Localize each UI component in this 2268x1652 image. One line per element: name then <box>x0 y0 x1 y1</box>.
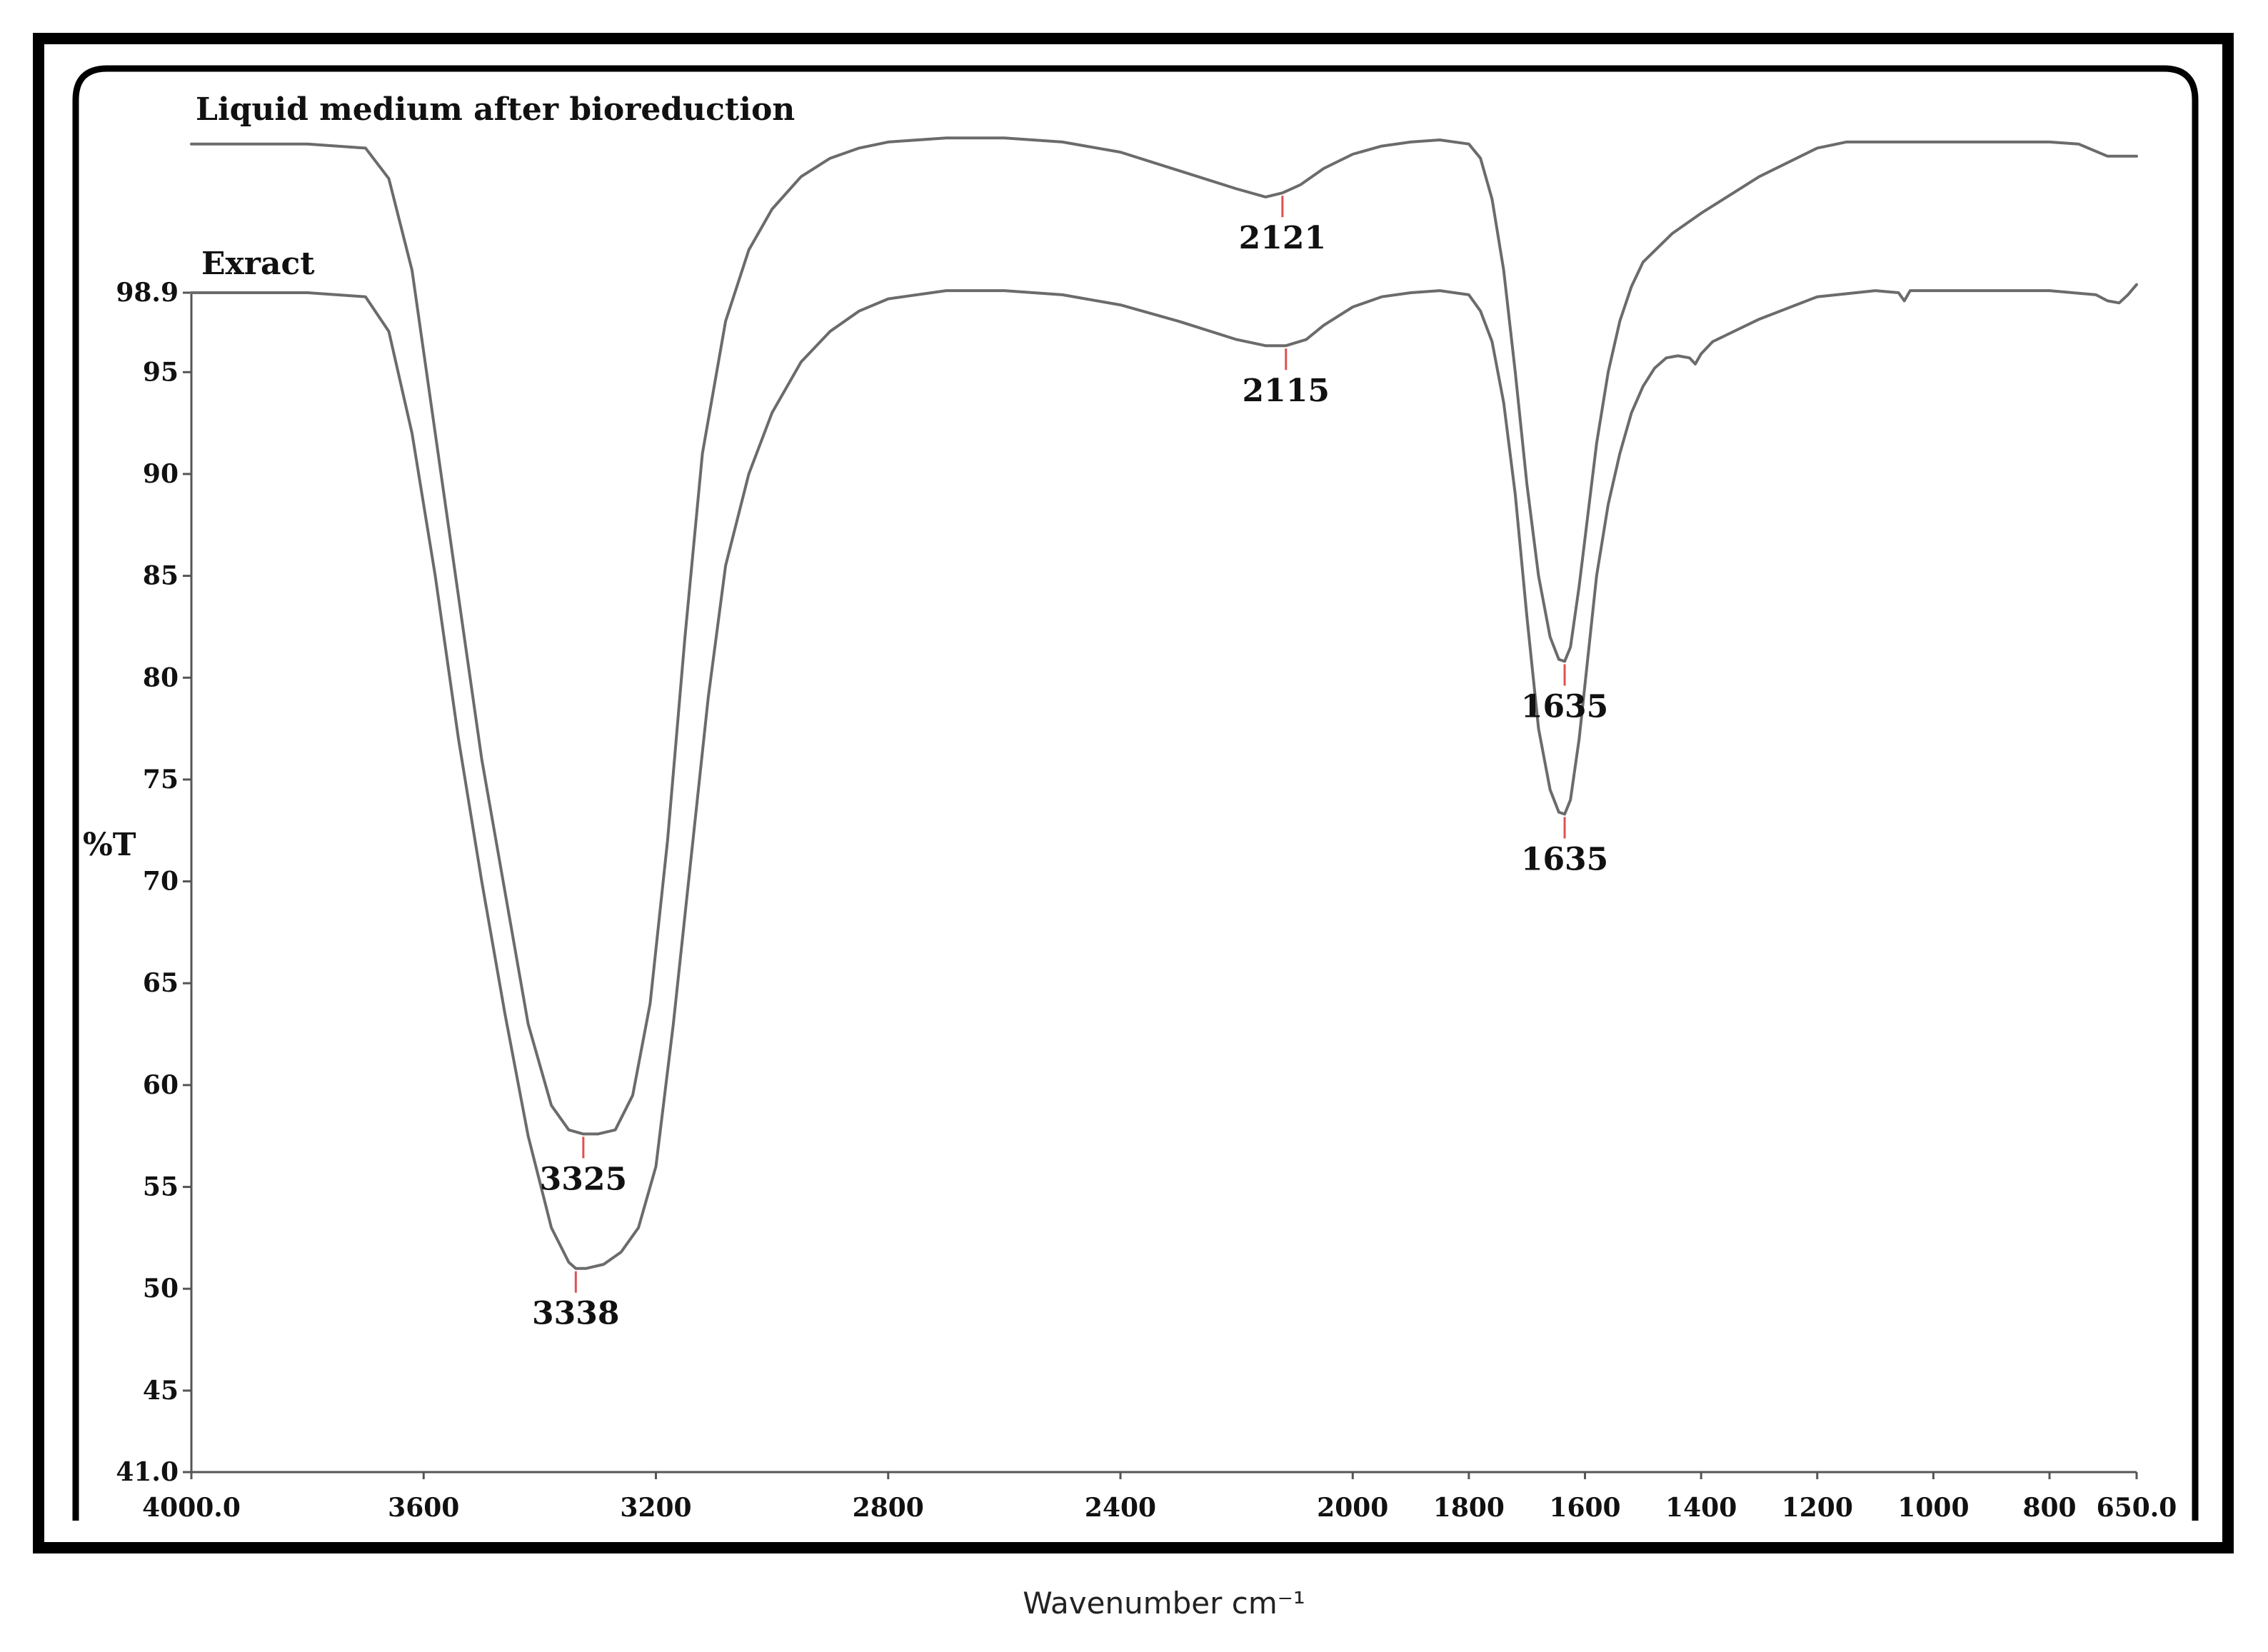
y-tick-label: 95 <box>143 357 179 387</box>
outer-frame <box>33 33 2234 1553</box>
y-tick-label: 60 <box>143 1070 179 1100</box>
y-tick-label: 45 <box>143 1376 179 1406</box>
y-axis-ticks: 98.9 95 90 85 80 75 70 65 60 55 50 45 41.0 <box>116 278 191 1487</box>
x-tick-label: 4000.0 <box>142 1493 241 1523</box>
x-tick-label: 1800 <box>1433 1493 1505 1523</box>
x-axis-label: Wavenumber cm⁻¹ <box>1023 1586 1305 1621</box>
inner-frame <box>72 65 2199 1521</box>
x-tick-label: 2800 <box>853 1493 924 1523</box>
y-axis-label: %T <box>83 827 136 863</box>
y-tick-label: 50 <box>143 1274 179 1304</box>
y-tick-label: 98.9 <box>116 278 179 308</box>
peak-label: 1635 <box>1521 841 1608 877</box>
peak-label: 3338 <box>532 1296 619 1332</box>
y-tick-label: 65 <box>143 968 179 998</box>
x-tick-label: 1400 <box>1665 1493 1737 1523</box>
x-tick-label: 1200 <box>1782 1493 1853 1523</box>
y-tick-label: 55 <box>143 1172 179 1202</box>
peak-label: 3325 <box>540 1161 627 1197</box>
y-tick-label: 80 <box>143 663 179 692</box>
x-tick-label: 3200 <box>620 1493 691 1523</box>
y-tick-label: 90 <box>143 459 179 489</box>
y-tick-label: 70 <box>143 867 179 897</box>
series-layer <box>190 136 2138 1270</box>
y-tick-label: 85 <box>143 561 179 591</box>
peak-annotations: 2121 2115 1635 1635 3325 3338 <box>532 196 1608 1332</box>
x-tick-label: 3600 <box>388 1493 459 1523</box>
x-tick-label: 1600 <box>1549 1493 1620 1523</box>
y-tick-label: 41.0 <box>116 1457 179 1487</box>
x-tick-label: 2400 <box>1085 1493 1156 1523</box>
x-tick-label: 1000 <box>1897 1493 1969 1523</box>
peak-label: 2121 <box>1239 220 1326 256</box>
x-tick-label: 650.0 <box>2097 1493 2177 1523</box>
x-axis-ticks: 4000.0 3600 3200 2800 2400 2000 1800 1600 1400 12… <box>142 1472 2177 1523</box>
series-label-liquid-medium: Liquid medium after bioreduction <box>196 91 795 128</box>
series-label-exract: Exract <box>201 246 315 282</box>
series-line-liquid-medium <box>190 136 2138 1136</box>
series-line-exract <box>190 283 2138 1270</box>
y-tick-label: 75 <box>143 765 179 795</box>
peak-label: 2115 <box>1243 373 1330 409</box>
x-tick-label: 2000 <box>1317 1493 1388 1523</box>
x-tick-label: 800 <box>2022 1493 2076 1523</box>
peak-label: 1635 <box>1521 688 1608 725</box>
